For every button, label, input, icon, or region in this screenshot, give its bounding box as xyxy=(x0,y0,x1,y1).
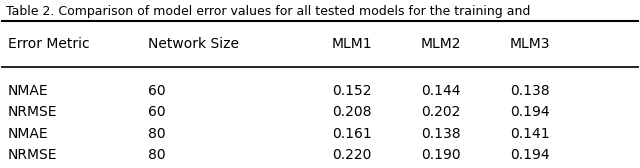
Text: 0.141: 0.141 xyxy=(511,127,550,141)
Text: 0.190: 0.190 xyxy=(421,148,461,162)
Text: Error Metric: Error Metric xyxy=(8,37,90,51)
Text: Network Size: Network Size xyxy=(148,37,239,51)
Text: 0.138: 0.138 xyxy=(511,84,550,98)
Text: NRMSE: NRMSE xyxy=(8,105,57,119)
Text: MLM2: MLM2 xyxy=(421,37,461,51)
Text: 60: 60 xyxy=(148,105,166,119)
Text: 0.144: 0.144 xyxy=(421,84,461,98)
Text: 0.194: 0.194 xyxy=(511,148,550,162)
Text: 0.161: 0.161 xyxy=(332,127,372,141)
Text: 0.152: 0.152 xyxy=(332,84,372,98)
Text: 0.202: 0.202 xyxy=(421,105,461,119)
Text: 0.220: 0.220 xyxy=(332,148,372,162)
Text: MLM1: MLM1 xyxy=(332,37,372,51)
Text: NMAE: NMAE xyxy=(8,127,49,141)
Text: 0.208: 0.208 xyxy=(332,105,372,119)
Text: 0.194: 0.194 xyxy=(511,105,550,119)
Text: 60: 60 xyxy=(148,84,166,98)
Text: MLM3: MLM3 xyxy=(510,37,550,51)
Text: 80: 80 xyxy=(148,127,166,141)
Text: 0.138: 0.138 xyxy=(421,127,461,141)
Text: 80: 80 xyxy=(148,148,166,162)
Text: NMAE: NMAE xyxy=(8,84,49,98)
Text: Table 2. Comparison of model error values for all tested models for the training: Table 2. Comparison of model error value… xyxy=(6,5,531,18)
Text: NRMSE: NRMSE xyxy=(8,148,57,162)
